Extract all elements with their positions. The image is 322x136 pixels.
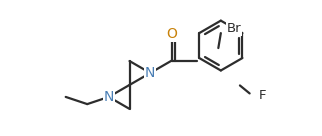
Text: N: N bbox=[145, 66, 156, 80]
Text: O: O bbox=[166, 27, 177, 41]
Text: F: F bbox=[259, 89, 266, 102]
Text: N: N bbox=[104, 90, 114, 104]
Text: Br: Br bbox=[227, 22, 242, 35]
